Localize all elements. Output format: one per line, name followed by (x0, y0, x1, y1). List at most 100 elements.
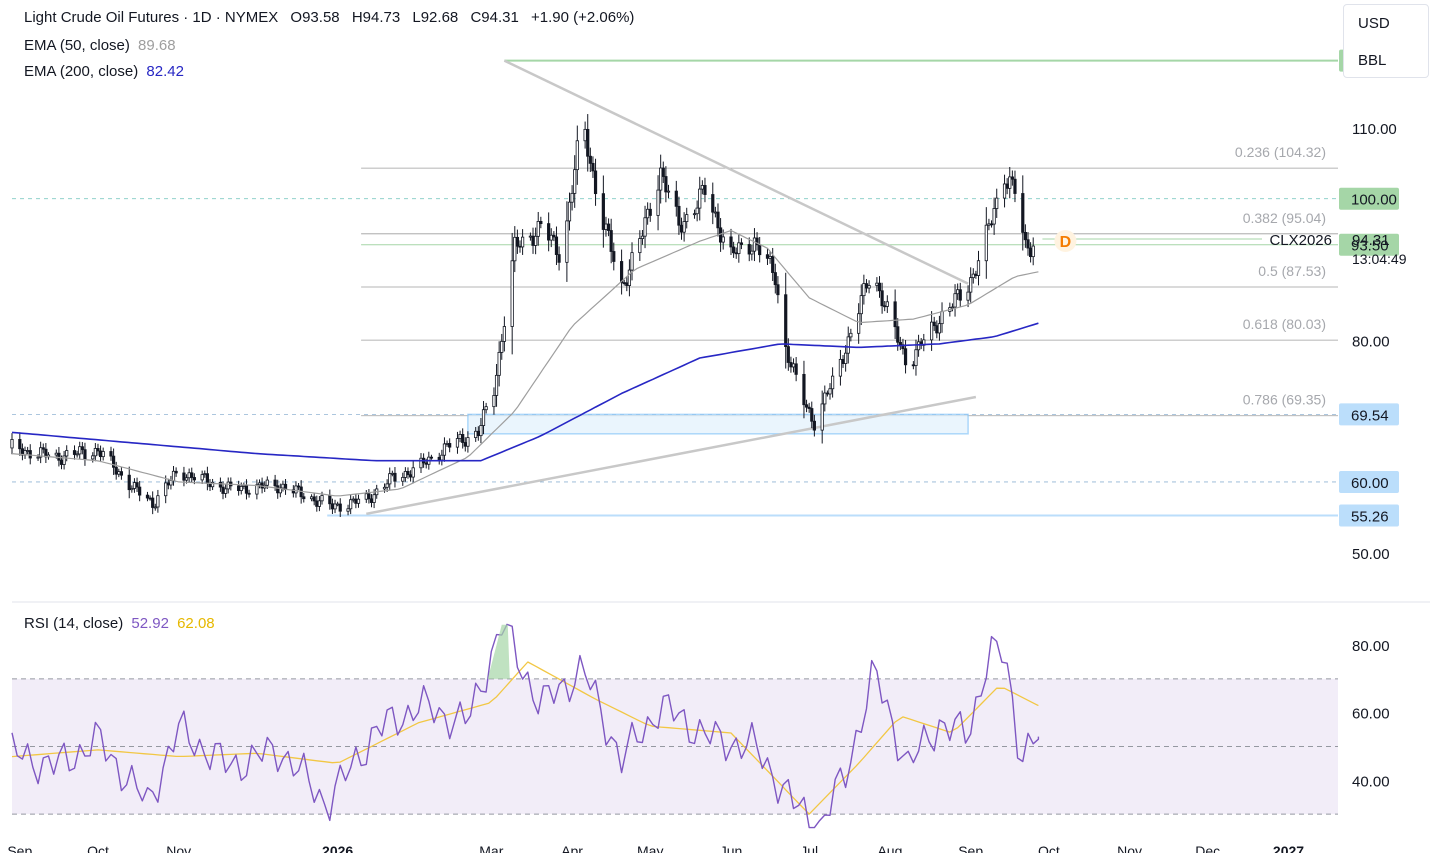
candle-body (640, 235, 645, 239)
candle-body (75, 453, 79, 456)
price-axis-tick: 110.00 (1352, 121, 1397, 138)
candle-body (257, 482, 262, 486)
candle-body (408, 474, 413, 478)
candle-body (153, 506, 157, 509)
candle-body (190, 472, 194, 478)
candle-body (838, 358, 843, 377)
dividend-marker: D (1060, 234, 1072, 251)
candle-body (846, 336, 850, 354)
level-badge (1339, 233, 1399, 256)
currency-unit[interactable]: USD (1358, 15, 1390, 32)
candle-body (330, 503, 335, 510)
ema50-line (11, 230, 1039, 497)
ema200-legend[interactable]: EMA (200, close) 82.42 (24, 63, 184, 80)
candle-body (765, 254, 770, 259)
candle-body (119, 471, 124, 476)
candle-body (1002, 183, 1007, 199)
candle-body (500, 340, 504, 353)
candle-body (844, 352, 848, 364)
candle-body (911, 364, 915, 367)
level-badge-label: 93.50 (1351, 238, 1389, 255)
candle-body (867, 285, 871, 289)
candle-body (437, 456, 441, 461)
symbol-name-label: CLX2026 (1269, 232, 1332, 249)
candle-body (601, 193, 605, 230)
candle-body (883, 305, 887, 308)
unit-selector[interactable]: USD BBL (1343, 4, 1429, 78)
candle-body (354, 498, 358, 504)
candle-body (276, 485, 280, 494)
candle-body (771, 255, 775, 273)
candle-body (93, 448, 97, 457)
level-badge (1339, 187, 1399, 210)
rsi-ma-line (11, 661, 1039, 815)
fib-label: 0.5 (87.53) (1258, 263, 1326, 279)
candle-body (698, 188, 702, 209)
candle-body (132, 482, 137, 489)
candle-body (98, 450, 103, 458)
ohlc-close: C94.31 (470, 9, 519, 26)
candle-body (807, 406, 811, 409)
candle-body (1021, 193, 1025, 233)
candle-body (351, 498, 355, 501)
candle-body (336, 503, 340, 506)
candle-body (536, 220, 540, 237)
rsi-axis-tick: 80.00 (1352, 638, 1390, 655)
candle-body (825, 392, 829, 395)
candle-body (481, 409, 486, 426)
candle-body (356, 498, 361, 504)
candle-body (237, 485, 241, 491)
candle-body (1010, 176, 1014, 180)
candle-body (692, 213, 697, 216)
candle-body (586, 128, 590, 157)
level-badge-label: 100.00 (1351, 192, 1397, 209)
candle-body (59, 459, 64, 465)
candle-body (989, 223, 994, 226)
candle-body (255, 484, 259, 495)
trendline (366, 395, 977, 516)
candle-body (958, 289, 962, 301)
candle-body (656, 189, 660, 216)
candle-body (659, 167, 663, 191)
candle-body (226, 481, 230, 490)
candle-body (932, 321, 936, 327)
candle-body (510, 260, 514, 327)
candle-body (588, 155, 592, 164)
level-badge (1339, 403, 1399, 426)
candle-body (713, 211, 717, 214)
candle-body (28, 450, 32, 459)
rsi-legend[interactable]: RSI (14, close) 52.92 62.08 (24, 615, 215, 632)
candle-body (534, 235, 538, 246)
candle-body (1023, 231, 1027, 241)
price-axis-tick: 50.00 (1352, 546, 1390, 563)
fib-label: 0.786 (69.35) (1243, 392, 1326, 408)
candle-body (41, 447, 45, 450)
ema50-value: 89.68 (138, 37, 176, 54)
candle-body (679, 224, 684, 233)
candle-body (96, 448, 100, 452)
candle-body (916, 341, 921, 351)
candle-body (547, 223, 551, 241)
candle-body (442, 443, 447, 456)
candle-body (664, 176, 668, 193)
candle-body (200, 474, 204, 481)
ema200-label: EMA (200, close) (24, 63, 139, 80)
candle-body (528, 235, 533, 238)
candle-body (312, 496, 316, 502)
candle-body (682, 221, 686, 233)
ema50-legend[interactable]: EMA (50, close) 89.68 (24, 37, 176, 54)
time-axis-tick: Aug (877, 843, 902, 853)
rsi-axis-tick: 60.00 (1352, 706, 1390, 723)
candle-body (609, 230, 613, 252)
ema200-line (11, 322, 1039, 462)
candle-body (390, 472, 394, 475)
time-axis-tick: Jun (720, 843, 743, 853)
candle-body (445, 443, 449, 445)
candle-body (492, 395, 496, 408)
candle-body (518, 245, 522, 248)
candle-body (625, 282, 629, 286)
candle-body (182, 472, 186, 481)
candle-body (557, 254, 561, 263)
volume-unit[interactable]: BBL (1358, 52, 1387, 69)
